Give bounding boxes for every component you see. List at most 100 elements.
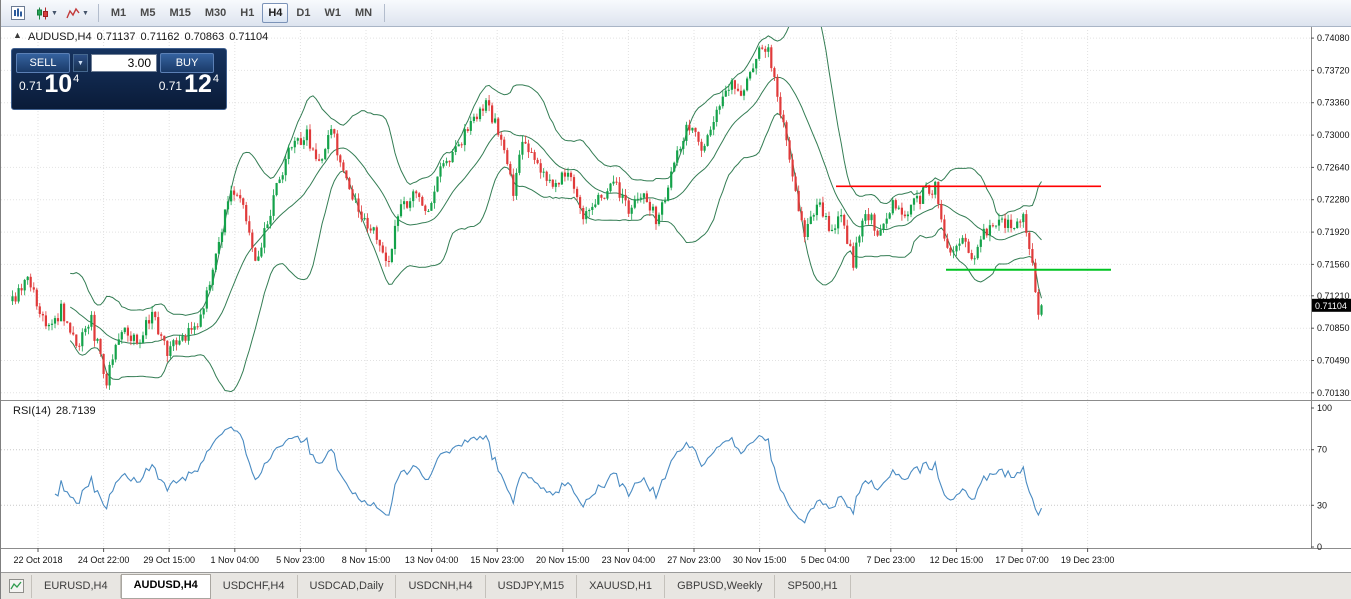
svg-text:12 Dec 15:00: 12 Dec 15:00 xyxy=(930,555,984,565)
mini-chart-icon xyxy=(11,6,25,20)
buy-price: 0.71 12 4 xyxy=(158,70,219,98)
sell-button[interactable]: SELL xyxy=(16,53,70,73)
tab-usdjpy-m15[interactable]: USDJPY,M15 xyxy=(486,574,578,598)
svg-text:1 Nov 04:00: 1 Nov 04:00 xyxy=(211,555,260,565)
svg-text:30: 30 xyxy=(1317,500,1327,510)
timeframe-m1[interactable]: M1 xyxy=(110,7,127,19)
timeframes-group: M1 M5 M15 M30 H1 H4 D1 W1 MN xyxy=(104,3,379,23)
svg-text:24 Oct 22:00: 24 Oct 22:00 xyxy=(78,555,130,565)
one-click-trading-panel: SELL ▼ BUY 0.71 10 4 0.71 12 4 xyxy=(11,48,227,110)
svg-text:0.72640: 0.72640 xyxy=(1317,162,1350,172)
svg-text:13 Nov 04:00: 13 Nov 04:00 xyxy=(405,555,459,565)
chart-grid xyxy=(1,30,1311,548)
svg-text:0.71920: 0.71920 xyxy=(1317,227,1350,237)
svg-text:5 Nov 23:00: 5 Nov 23:00 xyxy=(276,555,325,565)
svg-text:22 Oct 2018: 22 Oct 2018 xyxy=(13,555,62,565)
svg-text:0.71560: 0.71560 xyxy=(1317,259,1350,269)
tab-usdchf-h4[interactable]: USDCHF,H4 xyxy=(211,574,298,598)
svg-text:0.72280: 0.72280 xyxy=(1317,195,1350,205)
charts-list-glyph xyxy=(8,579,24,593)
svg-text:15 Nov 23:00: 15 Nov 23:00 xyxy=(470,555,524,565)
timeframe-m30[interactable]: M30 xyxy=(204,7,227,19)
tab-usdcnh-h4[interactable]: USDCNH,H4 xyxy=(396,574,486,598)
ohlc-open: 0.71137 xyxy=(96,31,136,43)
svg-text:0.70130: 0.70130 xyxy=(1317,388,1350,398)
buy-price-prefix: 0.71 xyxy=(158,79,183,94)
zigzag-indicator-icon xyxy=(66,7,80,18)
svg-text:0.70490: 0.70490 xyxy=(1317,356,1350,366)
svg-text:7 Dec 23:00: 7 Dec 23:00 xyxy=(867,555,916,565)
timeframe-h1[interactable]: H1 xyxy=(240,7,255,19)
tab-xauusd-h1[interactable]: XAUUSD,H1 xyxy=(577,574,666,598)
sell-price-prefix: 0.71 xyxy=(19,79,43,94)
toolbar-separator xyxy=(97,4,99,22)
tab-sp500-h1[interactable]: SP500,H1 xyxy=(775,574,851,598)
svg-text:27 Nov 23:00: 27 Nov 23:00 xyxy=(667,555,721,565)
svg-text:0.73000: 0.73000 xyxy=(1317,130,1350,140)
sell-price: 0.71 10 4 xyxy=(19,70,80,98)
chart-ohlc-readout: AUDUSD,H4 0.71137 0.71162 0.70863 0.71104 xyxy=(28,31,273,43)
chart-type-dropdown[interactable]: ▼ xyxy=(33,2,61,25)
toolbar-separator xyxy=(384,4,386,22)
rsi-name: RSI(14) xyxy=(13,405,51,417)
sell-price-pip: 4 xyxy=(73,73,80,86)
svg-text:0.70850: 0.70850 xyxy=(1317,323,1350,333)
rsi-line xyxy=(54,426,1043,524)
main-toolbar: ▼ ▼ M1 M5 M15 M30 H1 H4 D1 W1 MN xyxy=(1,0,1351,27)
svg-text:0.74080: 0.74080 xyxy=(1317,33,1350,43)
charts-list-icon[interactable] xyxy=(7,578,25,594)
chart-tabs-bar: EURUSD,H4 AUDUSD,H4 USDCHF,H4 USDCAD,Daily U… xyxy=(1,572,1351,599)
indicators-dropdown[interactable]: ▼ xyxy=(63,2,92,25)
svg-text:23 Nov 04:00: 23 Nov 04:00 xyxy=(602,555,656,565)
rsi-panel: 100 70 30 0 xyxy=(1,403,1332,552)
one-click-toggle-icon[interactable]: ▲ xyxy=(13,30,22,40)
buy-price-big-digits: 12 xyxy=(184,70,212,98)
candles-layer xyxy=(11,44,1043,390)
rsi-indicator-label: RSI(14) 28.7139 xyxy=(13,405,101,417)
current-price-badge: 0.71104 xyxy=(1312,298,1351,312)
buy-button[interactable]: BUY xyxy=(160,53,214,73)
timeframe-h4[interactable]: H4 xyxy=(262,3,289,23)
volume-input[interactable] xyxy=(91,54,157,72)
tab-audusd-h4[interactable]: AUDUSD,H4 xyxy=(120,573,211,599)
chart-window-icon[interactable] xyxy=(5,2,31,25)
timeframe-m15[interactable]: M15 xyxy=(169,7,191,19)
bollinger-bands xyxy=(69,0,1042,393)
chart-area: 0.74080 0.73720 0.73360 0.73000 0.72640 0.722… xyxy=(1,0,1351,572)
rsi-value: 28.7139 xyxy=(55,405,96,417)
price-axis: 0.74080 0.73720 0.73360 0.73000 0.72640 0.722… xyxy=(1311,33,1350,398)
timeframe-w1[interactable]: W1 xyxy=(324,7,341,19)
tab-usdcad-daily[interactable]: USDCAD,Daily xyxy=(298,574,397,598)
svg-text:0.71104: 0.71104 xyxy=(1315,301,1347,311)
svg-text:5 Dec 04:00: 5 Dec 04:00 xyxy=(801,555,850,565)
svg-text:30 Nov 15:00: 30 Nov 15:00 xyxy=(733,555,787,565)
candlestick-icon xyxy=(37,7,48,19)
tab-eurusd-h4[interactable]: EURUSD,H4 xyxy=(31,574,121,598)
svg-text:20 Nov 15:00: 20 Nov 15:00 xyxy=(536,555,590,565)
timeframe-mn[interactable]: MN xyxy=(354,7,373,19)
ohlc-high: 0.71162 xyxy=(140,31,180,43)
svg-text:0.71210: 0.71210 xyxy=(1317,291,1350,301)
tab-gbpusd-weekly[interactable]: GBPUSD,Weekly xyxy=(665,574,776,598)
svg-text:0.73360: 0.73360 xyxy=(1317,98,1350,108)
svg-text:17 Dec 07:00: 17 Dec 07:00 xyxy=(995,555,1049,565)
svg-text:8 Nov 15:00: 8 Nov 15:00 xyxy=(342,555,391,565)
svg-text:19 Dec 23:00: 19 Dec 23:00 xyxy=(1061,555,1115,565)
volume-dropdown-button[interactable]: ▼ xyxy=(73,54,88,72)
ohlc-close: 0.71104 xyxy=(229,31,269,43)
timeframe-m5[interactable]: M5 xyxy=(140,7,156,19)
candlestick-chart[interactable]: 0.74080 0.73720 0.73360 0.73000 0.72640 0.722… xyxy=(1,0,1351,572)
chevron-down-icon: ▼ xyxy=(51,9,58,17)
svg-text:29 Oct 15:00: 29 Oct 15:00 xyxy=(143,555,195,565)
tabs-row: EURUSD,H4 AUDUSD,H4 USDCHF,H4 USDCAD,Daily U… xyxy=(31,573,851,599)
svg-text:100: 100 xyxy=(1317,403,1332,413)
ohlc-low: 0.70863 xyxy=(184,31,225,43)
buy-price-pip: 4 xyxy=(212,73,219,86)
time-axis: 22 Oct 2018 24 Oct 22:00 29 Oct 15:00 1 Nov… xyxy=(13,548,1114,565)
timeframe-d1[interactable]: D1 xyxy=(296,7,311,19)
svg-text:0: 0 xyxy=(1317,542,1322,552)
sell-price-big-digits: 10 xyxy=(44,70,73,98)
panel-dividers xyxy=(1,27,1351,549)
chart-symbol-label: AUDUSD,H4 xyxy=(28,31,92,43)
